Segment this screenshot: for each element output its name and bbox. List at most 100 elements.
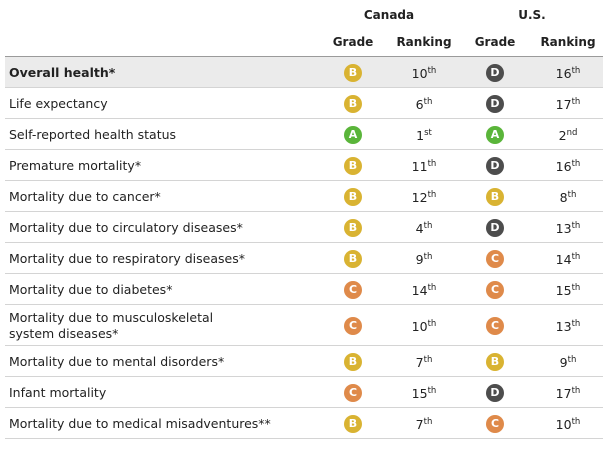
rank-number: 4 [415, 220, 424, 236]
us-grade-badge: C [486, 316, 504, 335]
canada-ranking-header: Ranking [396, 35, 452, 49]
canada-grade-badge: C [344, 316, 362, 335]
canada-grade-badge: B [344, 156, 362, 175]
canada-grade-badge: B [344, 218, 362, 237]
us-ranking: 16th [538, 66, 598, 82]
us-ranking-header: Ranking [540, 35, 596, 49]
rank-suffix: th [423, 354, 433, 365]
rank-number: 10 [411, 65, 428, 81]
indicator-label: Mortality due to cancer* [9, 188, 161, 204]
indicator-label: Mortality due to diabetes* [9, 281, 173, 297]
rank-number: 1 [416, 127, 425, 143]
rank-number: 10 [411, 318, 428, 334]
rank-number: 9 [559, 354, 568, 370]
canada-grade-badge: B [344, 187, 362, 206]
rank-suffix: th [427, 158, 437, 169]
rank-number: 13 [555, 318, 572, 334]
us-grade-badge: D [486, 383, 504, 402]
rank-number: 7 [415, 416, 424, 432]
canada-ranking: 11th [394, 159, 454, 175]
canada-grade-badge: B [344, 94, 362, 113]
indicator-label: Mortality due to medical misadventures** [9, 415, 271, 431]
indicator-label: Mortality due to mental disorders* [9, 353, 225, 369]
us-grade-badge: C [486, 414, 504, 433]
indicator-label: Mortality due to respiratory diseases* [9, 250, 245, 266]
indicator-label: Overall health* [9, 64, 116, 80]
us-grade-badge: D [486, 63, 504, 82]
us-ranking: 14th [538, 252, 598, 268]
table-row: Mortality due to musculoskeletal system d… [5, 305, 603, 346]
canada-ranking: 7th [394, 417, 454, 433]
table-row: Mortality due to mental disorders* B 7th B 9… [5, 346, 603, 377]
canada-ranking: 15th [394, 386, 454, 402]
us-ranking: 16th [538, 159, 598, 175]
rank-suffix: th [571, 220, 581, 231]
header-divider [5, 56, 603, 57]
rank-number: 6 [415, 96, 424, 112]
indicator-label-line: system diseases* [9, 325, 119, 341]
rank-number: 7 [415, 354, 424, 370]
rank-suffix: th [571, 385, 581, 396]
rank-number: 16 [555, 158, 572, 174]
rank-suffix: th [571, 158, 581, 169]
canada-ranking: 14th [394, 283, 454, 299]
rank-suffix: th [423, 416, 433, 427]
rank-suffix: th [567, 189, 577, 200]
table-row: Life expectancy B 6th D 17th [5, 88, 603, 119]
canada-ranking: 10th [394, 66, 454, 82]
rank-number: 12 [411, 189, 428, 205]
us-ranking: 13th [538, 319, 598, 335]
rank-number: 11 [411, 158, 428, 174]
us-grade-badge: C [486, 280, 504, 299]
canada-grade-badge: B [344, 414, 362, 433]
us-ranking: 15th [538, 283, 598, 299]
rank-number: 17 [555, 385, 572, 401]
us-header: U.S. [518, 8, 546, 22]
indicator-label: Self-reported health status [9, 126, 177, 142]
indicator-label-line: Mortality due to musculoskeletal [9, 309, 214, 325]
rank-suffix: th [427, 189, 437, 200]
rank-suffix: th [571, 96, 581, 107]
table-row: Mortality due to circulatory diseases* B 4… [5, 212, 603, 243]
rank-number: 8 [559, 189, 568, 205]
rank-suffix: th [571, 416, 581, 427]
rank-suffix: th [427, 385, 437, 396]
rank-suffix: th [571, 282, 581, 293]
us-grade-badge: D [486, 218, 504, 237]
us-ranking: 17th [538, 97, 598, 113]
rank-suffix: th [567, 354, 577, 365]
rank-suffix: nd [566, 127, 578, 138]
canada-grade-badge: B [344, 249, 362, 268]
us-grade-header: Grade [474, 35, 516, 49]
canada-ranking: 6th [394, 97, 454, 113]
rank-number: 15 [555, 282, 572, 298]
canada-ranking: 4th [394, 221, 454, 237]
rank-number: 15 [411, 385, 428, 401]
rank-suffix: th [423, 251, 433, 262]
rank-number: 2 [558, 127, 567, 143]
canada-ranking: 7th [394, 355, 454, 371]
rank-suffix: th [427, 65, 437, 76]
canada-ranking: 9th [394, 252, 454, 268]
us-grade-badge: D [486, 94, 504, 113]
indicator-label: Mortality due to circulatory diseases* [9, 219, 243, 235]
canada-ranking: 12th [394, 190, 454, 206]
rank-suffix: th [427, 318, 437, 329]
table-row: Overall health* B 10th D 16th [5, 57, 603, 88]
canada-grade-badge: C [344, 383, 362, 402]
us-ranking: 17th [538, 386, 598, 402]
indicator-label: Premature mortality* [9, 157, 142, 173]
table-row: Mortality due to cancer* B 12th B 8th [5, 181, 603, 212]
rank-suffix: th [423, 220, 433, 231]
canada-header: Canada [363, 8, 415, 22]
rank-suffix: th [571, 251, 581, 262]
table-row: Mortality due to respiratory diseases* B 9… [5, 243, 603, 274]
us-grade-badge: B [486, 352, 504, 371]
us-ranking: 2nd [538, 128, 598, 144]
canada-ranking: 1st [394, 128, 454, 144]
us-grade-badge: B [486, 187, 504, 206]
canada-grade-badge: B [344, 352, 362, 371]
indicator-label: Infant mortality [9, 384, 107, 400]
indicator-label: Mortality due to musculoskeletal system d… [9, 310, 213, 342]
indicator-label: Life expectancy [9, 95, 108, 111]
